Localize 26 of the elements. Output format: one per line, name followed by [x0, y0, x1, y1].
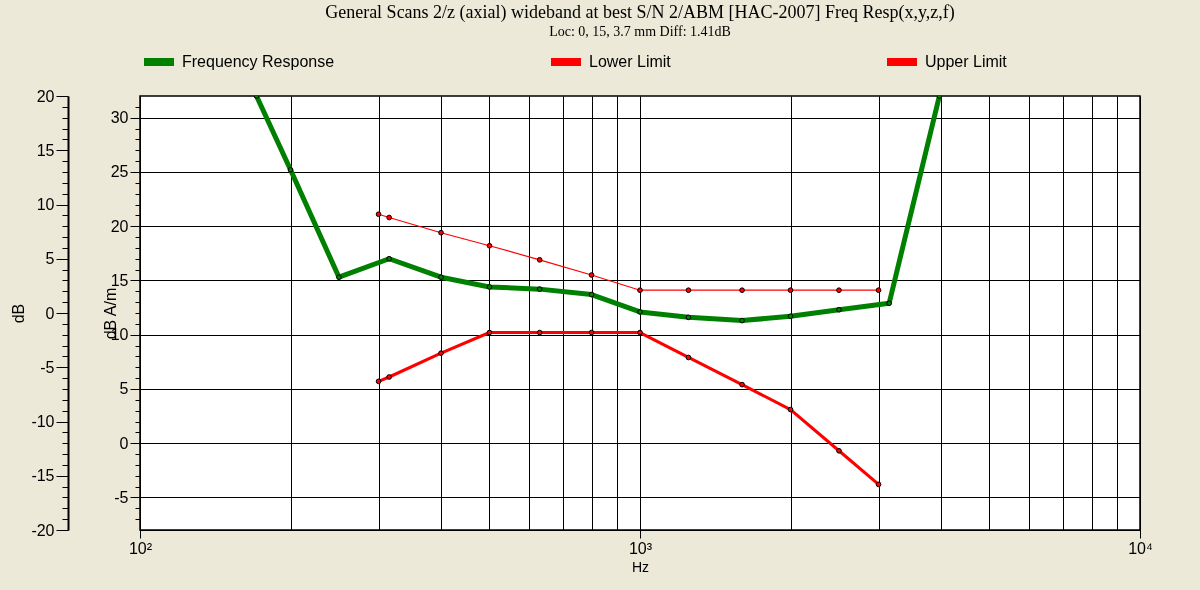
y2-tick-label: -15: [31, 467, 55, 485]
y-tick-label: 30: [110, 109, 129, 127]
legend-label: Frequency Response: [182, 53, 335, 70]
y2-tick-label: 0: [45, 304, 55, 322]
x-tick-label: 10²: [128, 539, 153, 557]
chart-title: General Scans 2/z (axial) wideband at best S/N 2/ABM [HAC-2007] Freq Resp(x,y,z,f): [325, 2, 955, 23]
y-tick-label: 25: [110, 163, 129, 181]
y2-tick-label: 15: [36, 141, 55, 159]
legend-label: Upper Limit: [925, 53, 1008, 70]
x-axis-title: Hz: [631, 558, 650, 575]
y2-axis-title: dB: [10, 303, 28, 324]
y2-tick-label: -5: [40, 358, 55, 376]
x-tick-label: 10⁴: [1128, 539, 1153, 557]
chart-subtitle: Loc: 0, 15, 3.7 mm Diff: 1.41dB: [549, 24, 731, 39]
y2-tick-label: 5: [45, 250, 55, 268]
y-tick-label: 0: [119, 434, 129, 452]
y-tick-label: -5: [114, 488, 129, 506]
legend-label: Lower Limit: [589, 53, 672, 70]
y2-tick-label: 10: [36, 196, 55, 213]
y-tick-label: 20: [110, 217, 129, 235]
y2-tick-label: -20: [31, 521, 55, 539]
y2-tick-label: 20: [36, 87, 55, 105]
y2-tick-label: -10: [31, 413, 55, 430]
y-tick-label: 5: [119, 380, 129, 398]
x-tick-label: 10³: [628, 539, 653, 557]
y-tick-label: 15: [110, 271, 129, 289]
